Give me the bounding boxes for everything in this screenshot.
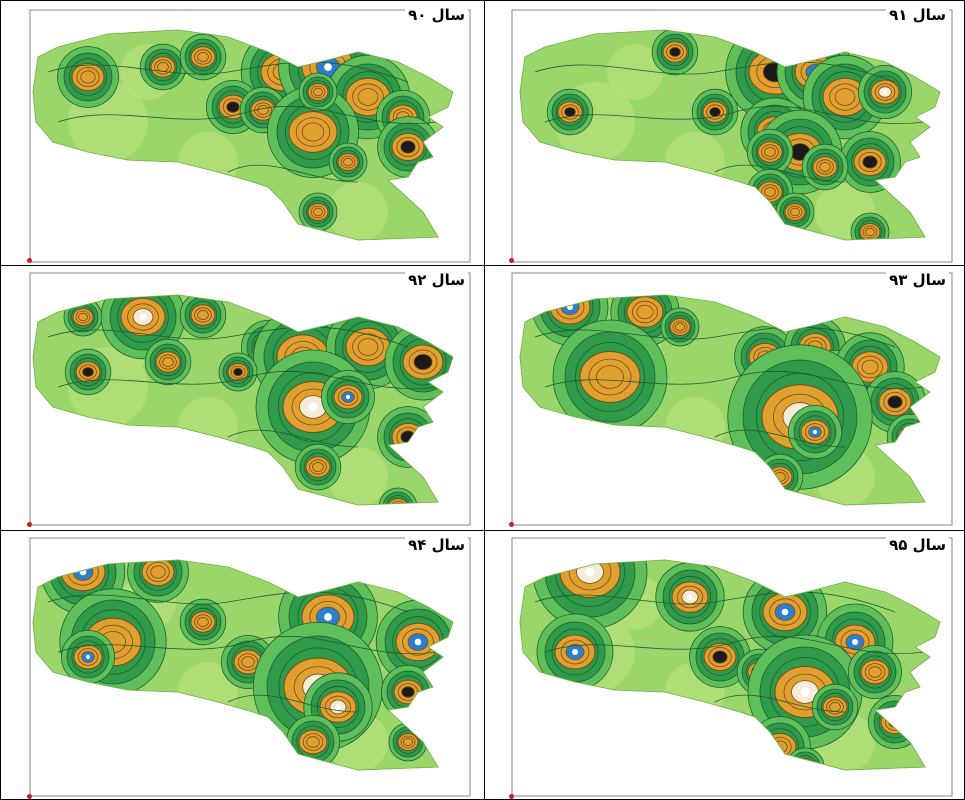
grid-divider-vertical: [0, 0, 1, 800]
hotspot: [139, 43, 187, 91]
panel-title: سال ۹۱: [886, 6, 949, 24]
hotspot: [298, 192, 338, 232]
hotspot: [546, 88, 594, 136]
hotspot: [801, 143, 849, 191]
hotspot: [144, 338, 192, 386]
hotspot: [886, 413, 934, 461]
hotspot: [298, 72, 338, 112]
hotspot: [377, 116, 439, 178]
heatmap-year-93: [511, 272, 953, 526]
panel-title: سال ۹۵: [886, 536, 949, 554]
panel-title: سال ۹۰: [405, 6, 468, 24]
hotspot: [127, 560, 189, 603]
heatmap-year-94: [29, 537, 471, 797]
hotspot: [320, 370, 375, 425]
hotspot: [660, 307, 700, 347]
hotspot: [57, 46, 119, 108]
hotspot: [785, 747, 825, 770]
hotspot: [651, 30, 699, 76]
hotspot: [328, 142, 368, 182]
hotspot: [857, 65, 912, 120]
map-panel-year-94: سال ۹۴: [0, 530, 484, 800]
hotspot: [867, 694, 922, 749]
heatmap-year-95: [511, 537, 953, 797]
grid-divider-horizontal: [0, 0, 965, 1]
hotspot: [179, 598, 227, 646]
map-frame: [29, 272, 471, 526]
map-frame: [29, 9, 471, 263]
hotspot: [850, 212, 890, 240]
panel-title: سال ۹۲: [405, 271, 468, 289]
map-panel-year-93: سال ۹۳: [484, 265, 965, 530]
map-panel-year-90: سال ۹۰: [0, 0, 484, 265]
hotspot: [63, 297, 103, 337]
hotspot: [847, 645, 902, 700]
hotspot: [787, 404, 842, 459]
grid-divider-vertical: [484, 0, 485, 800]
map-frame: [511, 537, 953, 797]
hotspot: [378, 487, 418, 505]
panel-title: سال ۹۴: [405, 536, 468, 554]
corner-marker: [509, 794, 514, 799]
panel-title: سال ۹۳: [886, 271, 949, 289]
hotspot: [775, 192, 815, 232]
hotspot: [61, 630, 116, 685]
hotspot: [811, 683, 859, 731]
map-frame: [511, 9, 953, 263]
corner-marker: [27, 258, 32, 263]
hotspot: [532, 560, 648, 630]
corner-marker: [27, 794, 32, 799]
hotspot: [689, 626, 751, 688]
map-panel-year-91: سال ۹۱: [484, 0, 965, 265]
hotspot: [218, 352, 258, 392]
hotspot: [536, 613, 614, 691]
heatmap-year-90: [29, 9, 471, 263]
hotspot: [294, 443, 342, 491]
hotspot: [839, 131, 901, 193]
heatmap-year-92: [29, 272, 471, 526]
hotspot: [552, 319, 668, 435]
hotspot: [64, 348, 112, 396]
hotspot: [746, 128, 794, 176]
map-panel-year-95: سال ۹۵: [484, 530, 965, 800]
hotspot: [179, 33, 227, 81]
hotspot: [655, 562, 725, 632]
map-panel-year-92: سال ۹۲: [0, 265, 484, 530]
map-frame: [29, 537, 471, 797]
map-frame: [511, 272, 953, 526]
hotspot: [179, 295, 227, 339]
corner-marker: [509, 258, 514, 263]
hotspot: [691, 88, 739, 136]
hotspot: [285, 714, 340, 769]
corner-marker: [27, 522, 32, 527]
heatmap-year-91: [511, 9, 953, 263]
grid-divider-horizontal: [0, 530, 965, 531]
grid-divider-horizontal: [0, 265, 965, 266]
corner-marker: [509, 522, 514, 527]
